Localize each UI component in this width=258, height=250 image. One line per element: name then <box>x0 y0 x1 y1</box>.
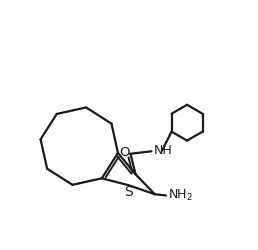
Text: NH: NH <box>154 144 172 157</box>
Text: NH$_2$: NH$_2$ <box>168 188 194 203</box>
Text: O: O <box>119 146 130 159</box>
Text: S: S <box>124 185 133 199</box>
